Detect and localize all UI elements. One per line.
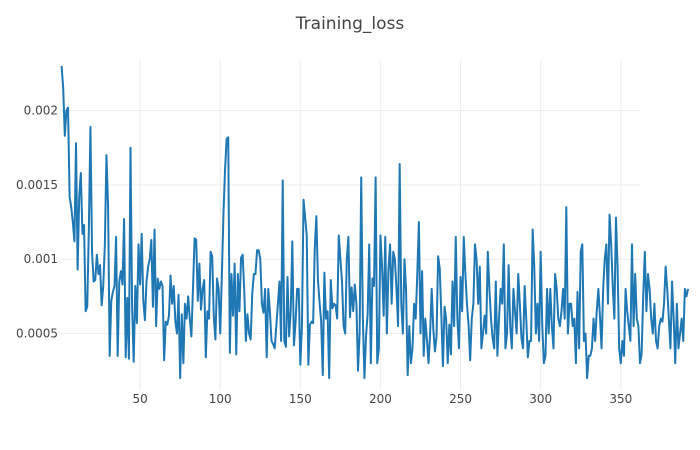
x-tick-label: 50 xyxy=(132,392,147,406)
y-tick-label: 0.0015 xyxy=(16,178,58,192)
chart-title: Training_loss xyxy=(295,14,405,34)
x-tick-label: 150 xyxy=(289,392,312,406)
y-tick-label: 0.001 xyxy=(24,252,58,266)
x-tick-label: 100 xyxy=(209,392,232,406)
series-line-0 xyxy=(60,65,690,380)
x-axis-ticks: 50 100 150 200 250 300 350 xyxy=(132,392,632,406)
series-layer xyxy=(60,65,690,380)
y-tick-label: 0.002 xyxy=(24,104,58,118)
y-axis-ticks: 0.0005 0.001 0.0015 0.002 xyxy=(16,104,58,341)
y-tick-label: 0.0005 xyxy=(16,327,58,341)
x-tick-label: 300 xyxy=(529,392,552,406)
grid-lines xyxy=(60,60,640,390)
x-tick-label: 200 xyxy=(369,392,392,406)
x-tick-label: 350 xyxy=(609,392,632,406)
x-tick-label: 250 xyxy=(449,392,472,406)
